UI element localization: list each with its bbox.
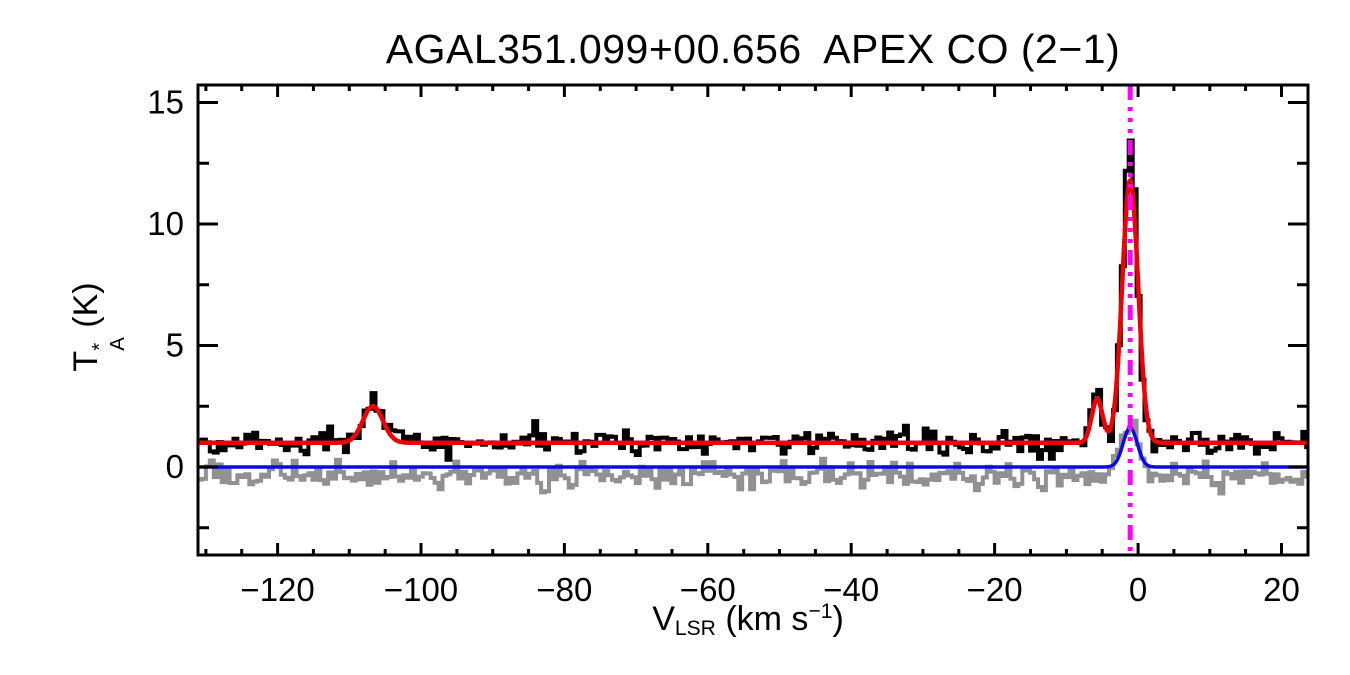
residual-fit — [198, 425, 1308, 469]
y-axis-supsub: * A — [89, 337, 129, 351]
y-axis-symbol: T — [67, 350, 106, 372]
x-tick-label: 0 — [1129, 571, 1147, 608]
y-tick-label: 15 — [147, 84, 184, 121]
y-axis-unit: (K) — [67, 282, 106, 338]
x-tick-label: −20 — [967, 571, 1023, 608]
x-axis-unit-close: ) — [832, 600, 844, 638]
x-axis-label: VLSR (km s−1) — [652, 600, 844, 640]
y-axis-label: T * A (K) — [67, 282, 129, 372]
x-tick-label: −100 — [384, 571, 458, 608]
x-tick-label: −80 — [536, 571, 592, 608]
x-tick-label: −120 — [240, 571, 314, 608]
axis-ticks — [198, 85, 1308, 555]
x-tick-label: −40 — [823, 571, 879, 608]
x-axis-exponent: −1 — [808, 600, 833, 624]
gaussian-fit — [198, 176, 1308, 445]
x-axis-symbol: V — [652, 600, 675, 638]
y-axis-subscript: A — [106, 337, 129, 351]
plot-frame — [196, 83, 1310, 557]
x-axis-subscript: LSR — [674, 616, 716, 640]
x-tick-label: −60 — [680, 571, 736, 608]
plot-title: AGAL351.099+00.656 APEX CO (2−1) — [385, 26, 1121, 72]
y-tick-label: 10 — [147, 205, 184, 242]
y-tick-label: 5 — [166, 327, 184, 364]
y-tick-label: 0 — [166, 448, 184, 485]
x-axis-unit-open: (km s — [715, 600, 809, 638]
x-tick-label: 20 — [1263, 571, 1300, 608]
